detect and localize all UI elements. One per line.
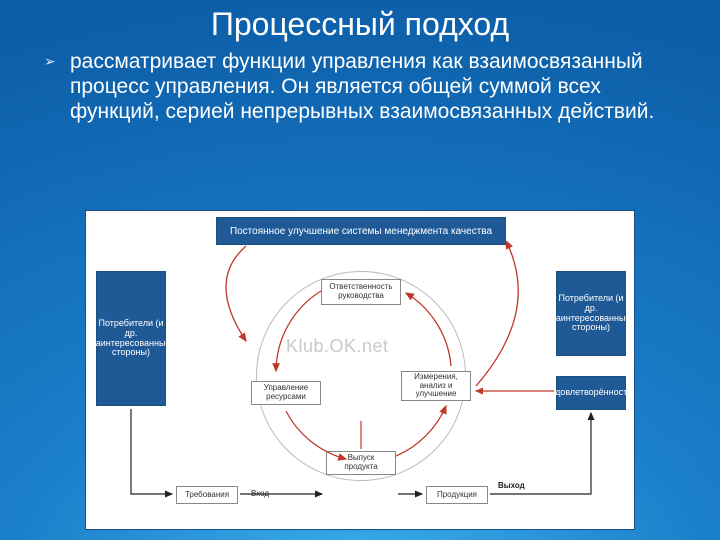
body-text: рассматривает функции управления как вза…: [70, 50, 654, 123]
box-header: Постоянное улучшение системы менеджмента…: [216, 217, 506, 245]
box-requirements: Требования: [176, 486, 238, 504]
label-output: Выход: [498, 481, 525, 490]
box-responsibility: Ответственность руководства: [321, 279, 401, 305]
slide-body: ➢ рассматривает функции управления как в…: [0, 43, 720, 125]
box-consumers-right: Потребители (и др. заинтересованные стор…: [556, 271, 626, 356]
process-diagram: Klub.OK.net Постоянное улучшение системы…: [85, 210, 635, 530]
box-measure: Измерения, анализ и улучшение: [401, 371, 471, 401]
box-product: Продукция: [426, 486, 488, 504]
slide-title: Процессный подход: [0, 0, 720, 43]
box-resources: Управление ресурсами: [251, 381, 321, 405]
bullet-icon: ➢: [44, 53, 56, 70]
watermark: Klub.OK.net: [286, 336, 389, 357]
label-input: Вход: [251, 489, 269, 498]
box-output: Выпуск продукта: [326, 451, 396, 475]
box-consumers-left: Потребители (и др. заинтересованные стор…: [96, 271, 166, 406]
box-satisfaction: Удовлетворённость: [556, 376, 626, 410]
